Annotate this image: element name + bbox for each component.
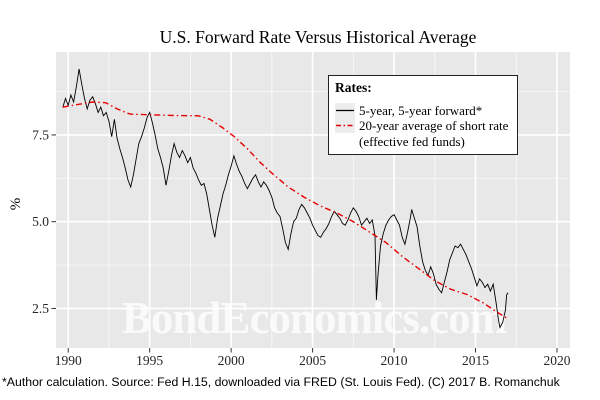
average-short-rate-line (62, 101, 509, 320)
y-tick-label: 7.5 (32, 127, 49, 142)
legend-key-spacer (335, 134, 355, 149)
source-footnote: *Author calculation. Source: Fed H.15, d… (2, 375, 560, 389)
forward-rate-key-icon (335, 102, 355, 118)
x-tick-label: 2020 (543, 353, 570, 368)
x-tick-label: 2015 (462, 353, 489, 368)
forward-rate-line (62, 68, 509, 329)
x-tick-label: 1990 (55, 353, 82, 368)
x-tick-label: 1995 (136, 353, 163, 368)
legend-box: Rates: 5-year, 5-year forward* 20-year a… (328, 75, 518, 155)
axis-tick-marks (51, 134, 558, 353)
legend-title: Rates: (335, 80, 372, 95)
average-rate-key-icon (335, 118, 355, 134)
x-tick-label: 2000 (218, 353, 245, 368)
axis-tick-labels: 1990 1995 2000 2005 2010 2015 2020 2.5 5.0 7.5 (32, 127, 571, 368)
legend-item-average-rate-cont: (effective fed funds) (335, 134, 510, 150)
legend-label-average-rate-line2: (effective fed funds) (359, 133, 465, 149)
chart-title: U.S. Forward Rate Versus Historical Aver… (160, 27, 477, 47)
legend-label-forward-rate: 5-year, 5-year forward* (359, 102, 483, 118)
x-tick-label: 2005 (299, 353, 326, 368)
y-tick-label: 5.0 (32, 214, 49, 229)
y-axis-label: % (8, 198, 24, 211)
legend-item-average-rate: 20-year average of short rate (335, 118, 510, 134)
legend-item-forward-rate: 5-year, 5-year forward* (335, 103, 510, 119)
legend-label-average-rate-line1: 20-year average of short rate (359, 118, 509, 133)
y-tick-label: 2.5 (32, 301, 49, 316)
watermark-text: BondEconomics.com (122, 293, 507, 343)
series-lines (62, 68, 509, 329)
x-tick-label: 2010 (381, 353, 408, 368)
